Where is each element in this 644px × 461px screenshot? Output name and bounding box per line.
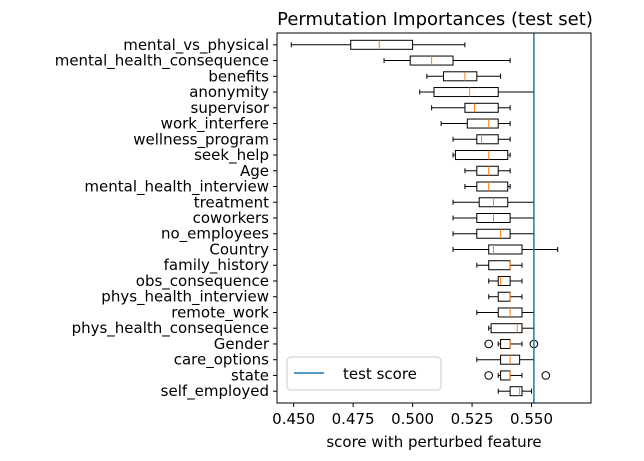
iqr-box — [497, 291, 511, 302]
y-tick-label-family-history: family_history — [164, 256, 270, 275]
y-tick-label-remote-work: remote_work — [171, 303, 269, 322]
iqr-box — [476, 181, 509, 192]
x-tick-label: 0.550 — [510, 410, 553, 428]
box-seek-help — [452, 150, 511, 161]
box-phys-health-consequence — [488, 323, 535, 334]
box-wellness-program — [452, 134, 511, 145]
outlier-point — [484, 339, 494, 349]
y-tick-label-mental-vs-physical: mental_vs_physical — [123, 36, 269, 55]
box-care-options — [476, 354, 535, 365]
iqr-box — [350, 39, 414, 50]
y-axis: mental_vs_physicalmental_health_conseque… — [55, 36, 277, 401]
x-tick-label: 0.500 — [391, 410, 434, 428]
iqr-box — [488, 244, 523, 255]
box-phys-health-interview — [488, 291, 523, 302]
iqr-box — [500, 338, 511, 349]
y-tick-label-care-options: care_options — [174, 351, 269, 370]
iqr-box — [497, 275, 511, 286]
y-tick-label-wellness-program: wellness_program — [133, 130, 269, 149]
box-mental-health-interview — [464, 181, 511, 192]
box-benefits — [426, 71, 502, 82]
x-tick-label: 0.525 — [451, 410, 494, 428]
box-age — [464, 165, 511, 176]
iqr-box — [476, 165, 499, 176]
box-state — [484, 370, 551, 381]
box-work-interfere — [440, 118, 511, 129]
y-tick-label-supervisor: supervisor — [191, 99, 270, 117]
y-tick-label-treatment: treatment — [194, 193, 269, 211]
box-treatment — [452, 197, 535, 208]
box-country — [452, 244, 559, 255]
y-tick-label-state: state — [231, 366, 269, 384]
y-tick-label-obs-consequence: obs_consequence — [136, 272, 269, 291]
legend: test score — [286, 356, 442, 391]
iqr-box — [454, 150, 509, 161]
legend-test-score-label: test score — [343, 365, 417, 383]
outlier-point — [541, 371, 551, 380]
y-tick-label-age: Age — [240, 162, 269, 180]
iqr-box — [509, 386, 523, 397]
y-tick-label-work-interfere: work_interfere — [161, 115, 269, 134]
box-no-employees — [452, 228, 535, 239]
y-tick-label-mental-health-consequence: mental_health_consequence — [55, 52, 269, 71]
iqr-box — [488, 260, 511, 271]
x-tick-label: 0.450 — [272, 410, 315, 428]
y-tick-label-no-employees: no_employees — [161, 225, 269, 244]
y-tick-label-self-employed: self_employed — [161, 382, 269, 401]
legend-frame — [286, 356, 442, 391]
iqr-box — [490, 323, 523, 334]
y-tick-label-coworkers: coworkers — [193, 209, 270, 227]
iqr-box — [433, 87, 499, 98]
iqr-box — [464, 102, 499, 113]
x-tick-label: 0.475 — [332, 410, 375, 428]
y-tick-label-benefits: benefits — [208, 67, 269, 85]
box-self-employed — [497, 386, 533, 397]
y-tick-label-phys-health-interview: phys_health_interview — [101, 288, 269, 307]
iqr-box — [476, 134, 499, 145]
iqr-box — [443, 71, 478, 82]
box-mental-vs-physical — [290, 39, 466, 50]
y-tick-label-phys-health-consequence: phys_health_consequence — [72, 319, 269, 338]
iqr-box — [476, 228, 511, 239]
box-anonymity — [419, 87, 535, 98]
outlier-point — [484, 371, 494, 380]
iqr-box — [500, 370, 511, 381]
box-remote-work — [476, 307, 535, 318]
chart-title: Permutation Importances (test set) — [277, 9, 593, 30]
y-tick-label-gender: Gender — [214, 335, 270, 353]
iqr-box — [466, 118, 499, 129]
x-axis-title: score with perturbed feature — [326, 433, 541, 451]
box-mental-health-consequence — [383, 55, 511, 66]
y-tick-label-country: Country — [209, 240, 269, 258]
box-supervisor — [431, 102, 511, 113]
plot-area — [290, 33, 559, 403]
y-tick-label-anonymity: anonymity — [189, 83, 269, 101]
box-family-history — [476, 260, 523, 271]
box-gender — [484, 338, 539, 349]
box-coworkers — [452, 213, 535, 223]
y-tick-label-seek-help: seek_help — [194, 146, 269, 165]
box-obs-consequence — [488, 275, 523, 286]
y-tick-label-mental-health-interview: mental_health_interview — [84, 178, 269, 197]
x-axis: 0.450 0.475 0.500 0.525 0.550 — [272, 403, 553, 428]
